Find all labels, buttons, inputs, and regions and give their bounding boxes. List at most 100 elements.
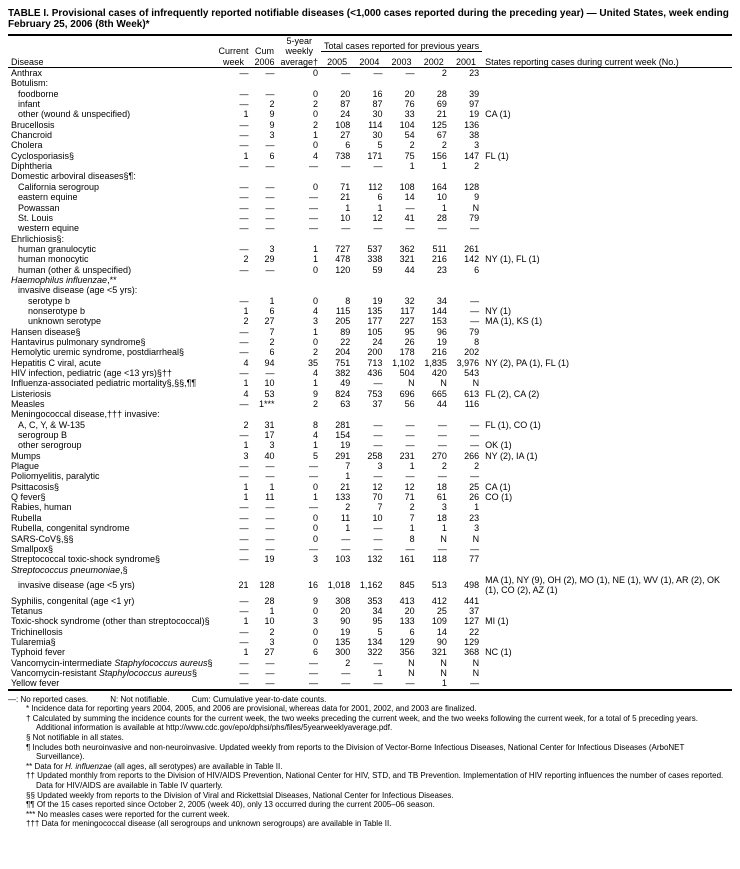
value-cell: — [450, 296, 482, 306]
value-cell: — [215, 182, 251, 192]
value-cell: 61 [418, 492, 450, 502]
table-row: serotype b—108193234— [8, 296, 732, 306]
value-cell: 504 [385, 368, 417, 378]
value-cell: 12 [353, 482, 385, 492]
value-cell: 308 [321, 596, 353, 606]
value-cell: 1 [251, 606, 277, 616]
value-cell: 132 [353, 554, 385, 564]
value-cell: 22 [321, 337, 353, 347]
value-cell: 441 [450, 596, 482, 606]
table-row: Measles—1***263375644116 [8, 399, 732, 409]
states-cell: NY (1) [482, 306, 732, 316]
value-cell: 537 [353, 244, 385, 254]
value-cell: — [251, 89, 277, 99]
value-cell [418, 234, 450, 244]
value-cell: 40 [251, 451, 277, 461]
value-cell: 21 [321, 482, 353, 492]
disease-cell: Hansen disease§ [8, 327, 215, 337]
value-cell: 216 [418, 254, 450, 264]
disease-cell: other (wound & unspecified) [8, 109, 215, 119]
value-cell: 31 [251, 420, 277, 430]
value-cell: 281 [321, 420, 353, 430]
value-cell: 128 [450, 182, 482, 192]
value-cell: 108 [385, 182, 417, 192]
value-cell [251, 565, 277, 575]
value-cell: — [251, 161, 277, 171]
value-cell [215, 234, 251, 244]
value-cell: — [251, 502, 277, 512]
value-cell: 0 [278, 523, 322, 533]
value-cell: 2 [450, 161, 482, 171]
value-cell: 1 [418, 523, 450, 533]
value-cell: — [251, 265, 277, 275]
table-title: TABLE I. Provisional cases of infrequent… [8, 8, 732, 30]
value-cell: 8 [385, 534, 417, 544]
value-cell: 129 [450, 637, 482, 647]
value-cell: N [385, 658, 417, 668]
states-cell [482, 430, 732, 440]
value-cell: 291 [321, 451, 353, 461]
value-cell [385, 234, 417, 244]
value-cell: 0 [278, 89, 322, 99]
value-cell: N [450, 378, 482, 388]
disease-cell: invasive disease (age <5 yrs): [8, 285, 215, 295]
disease-cell: Vancomycin-intermediate Staphylococcus a… [8, 658, 215, 668]
value-cell [450, 565, 482, 575]
value-cell: 34 [353, 606, 385, 616]
value-cell [450, 78, 482, 88]
disease-cell: Yellow fever [8, 678, 215, 689]
value-cell: 79 [450, 213, 482, 223]
value-cell: 10 [251, 616, 277, 626]
value-cell: — [450, 440, 482, 450]
table-row: Haemophilus influenzae,** [8, 275, 732, 285]
value-cell: — [215, 637, 251, 647]
states-cell [482, 502, 732, 512]
value-cell: — [450, 316, 482, 326]
disease-cell: other serogroup [8, 440, 215, 450]
value-cell [215, 285, 251, 295]
value-cell: 413 [385, 596, 417, 606]
value-cell: 5 [278, 451, 322, 461]
disease-cell: western equine [8, 223, 215, 233]
value-cell [278, 565, 322, 575]
value-cell: 22 [450, 627, 482, 637]
value-cell: 2 [251, 99, 277, 109]
disease-cell: Domestic arboviral diseases§¶: [8, 171, 215, 181]
states-cell [482, 223, 732, 233]
value-cell: 9 [251, 120, 277, 130]
value-cell: — [215, 534, 251, 544]
value-cell: — [215, 471, 251, 481]
value-cell: 136 [450, 120, 482, 130]
value-cell: — [353, 223, 385, 233]
value-cell [215, 171, 251, 181]
value-cell: — [321, 534, 353, 544]
states-cell [482, 171, 732, 181]
disease-cell: Syphilis, congenital (age <1 yr) [8, 596, 215, 606]
footnote: †† Updated monthly from reports to the D… [22, 771, 732, 790]
disease-cell: Rubella, congenital syndrome [8, 523, 215, 533]
table-row: Toxic-shock syndrome (other than strepto… [8, 616, 732, 626]
disease-cell: California serogroup [8, 182, 215, 192]
value-cell [278, 234, 322, 244]
states-cell [482, 161, 732, 171]
value-cell: N [450, 658, 482, 668]
value-cell: 19 [251, 554, 277, 564]
value-cell [385, 565, 417, 575]
col-2003: 2003 [385, 52, 417, 68]
value-cell: — [215, 140, 251, 150]
table-row: Meningococcal disease,††† invasive: [8, 409, 732, 419]
value-cell: 2 [215, 420, 251, 430]
value-cell: 202 [450, 347, 482, 357]
footnote: ††† Data for meningococcal disease (all … [22, 819, 732, 829]
value-cell: — [251, 523, 277, 533]
value-cell: — [418, 430, 450, 440]
value-cell: 38 [450, 130, 482, 140]
states-cell [482, 471, 732, 481]
disease-cell: invasive disease (age <5 yrs) [8, 575, 215, 596]
value-cell: 3 [450, 140, 482, 150]
disease-cell: nonserotype b [8, 306, 215, 316]
value-cell: 0 [278, 627, 322, 637]
value-cell: 1 [321, 523, 353, 533]
value-cell: — [385, 430, 417, 440]
value-cell: 30 [353, 109, 385, 119]
